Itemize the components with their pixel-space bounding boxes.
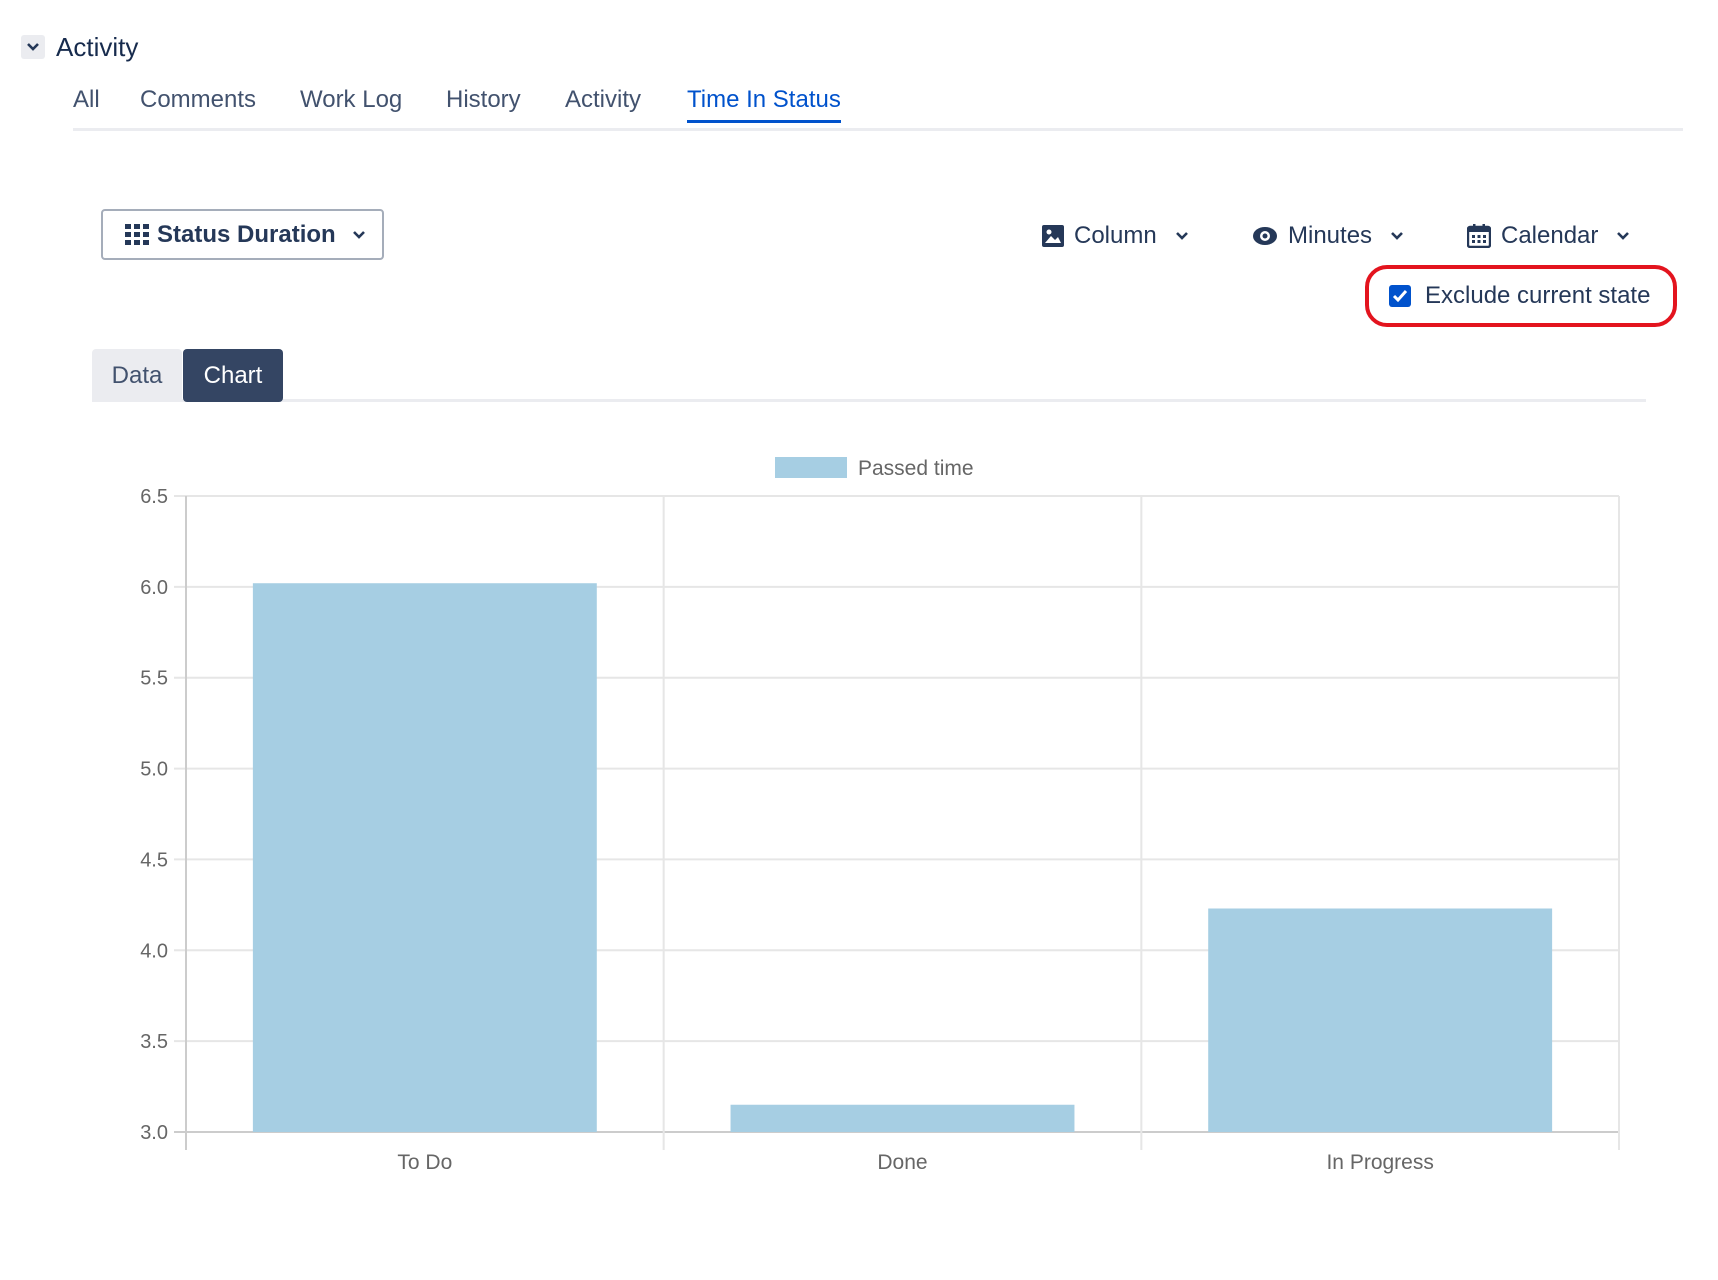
y-tick-label: 3.5 (140, 1031, 168, 1053)
x-tick-label: To Do (397, 1151, 452, 1174)
checkmark-icon (1392, 290, 1408, 303)
y-tick-label: 6.5 (140, 486, 168, 508)
image-icon (1042, 225, 1064, 247)
time-unit-label: Minutes (1288, 222, 1373, 249)
legend-swatch (775, 457, 847, 478)
activity-tabs: All Comments Work Log History Activity T… (73, 86, 1683, 131)
chart-type-dropdown[interactable]: Column (1042, 222, 1189, 250)
y-tick-label: 3.0 (140, 1122, 168, 1144)
legend-label: Passed time (858, 457, 974, 480)
report-type-label: Status Duration (157, 220, 336, 248)
calendar-label: Calendar (1501, 222, 1599, 249)
tab-activity[interactable]: Activity (565, 86, 642, 113)
y-tick-label: 5.0 (140, 759, 168, 781)
exclude-current-state-checkbox[interactable]: Exclude current state (1389, 282, 1650, 310)
section-title: Activity (56, 32, 139, 62)
chevron-down-icon (1617, 232, 1630, 240)
bar-chart: Passed time 3.0 3.5 4.0 4.5 5.0 5.5 6.0 6.5 To D… (140, 457, 1620, 1174)
highlight-annotation (1365, 265, 1677, 327)
view-tabs-divider (92, 399, 1646, 402)
collapse-toggle[interactable] (21, 35, 45, 59)
tab-time-in-status[interactable]: Time In Status (687, 86, 841, 123)
x-tick-label: In Progress (1326, 1151, 1433, 1174)
tab-work-log[interactable]: Work Log (300, 86, 403, 113)
bar-to-do (252, 583, 597, 1132)
y-tick-label: 4.0 (140, 940, 168, 962)
y-tick-label: 5.5 (140, 668, 168, 690)
grid-icon (125, 223, 149, 245)
y-tick-label: 6.0 (140, 577, 168, 599)
chevron-down-icon (1175, 232, 1188, 240)
bar-in-progress (1208, 908, 1553, 1132)
tab-chart[interactable]: Chart (183, 349, 283, 402)
y-tick-label: 4.5 (140, 849, 168, 871)
chevron-down-icon (1391, 232, 1403, 240)
checkbox[interactable] (1389, 285, 1411, 307)
report-type-dropdown[interactable]: Status Duration (101, 209, 384, 260)
bar-done (730, 1104, 1075, 1132)
tab-history[interactable]: History (446, 86, 521, 113)
calendar-dropdown[interactable]: Calendar (1467, 222, 1630, 250)
tab-all[interactable]: All (73, 86, 100, 113)
exclude-current-state-label: Exclude current state (1425, 282, 1651, 309)
time-unit-dropdown[interactable]: Minutes (1252, 222, 1404, 250)
chevron-down-icon (352, 230, 365, 239)
chevron-down-icon (27, 43, 39, 51)
tab-comments[interactable]: Comments (140, 86, 257, 113)
eye-icon (1253, 227, 1277, 245)
chart-type-label: Column (1074, 222, 1157, 249)
calendar-icon (1467, 224, 1491, 248)
tab-data[interactable]: Data (92, 349, 182, 402)
x-tick-label: Done (877, 1151, 927, 1174)
